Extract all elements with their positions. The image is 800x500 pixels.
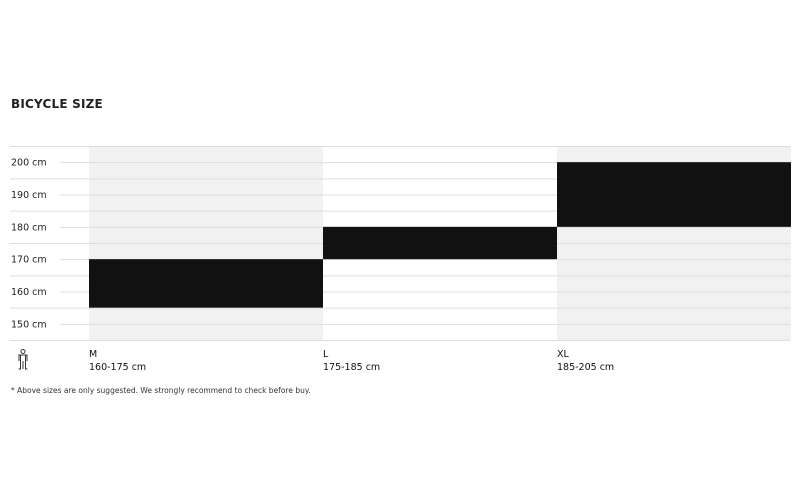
y-tick-label: 150 cm bbox=[11, 319, 47, 330]
size-bar-m bbox=[89, 259, 323, 308]
chart-title: BICYCLE SIZE bbox=[11, 97, 103, 111]
y-tick-label: 180 cm bbox=[11, 222, 47, 233]
size-name: M bbox=[89, 349, 98, 360]
size-label-xl: XL 185-205 cm bbox=[557, 348, 614, 374]
y-tick-label: 170 cm bbox=[11, 255, 47, 266]
person-height-icon bbox=[18, 349, 28, 370]
size-range: 160-175 cm bbox=[89, 362, 147, 373]
size-name: XL bbox=[557, 349, 569, 360]
size-bar-l bbox=[323, 226, 557, 260]
size-name: L bbox=[323, 349, 329, 360]
size-range: 175-185 cm bbox=[323, 362, 381, 373]
y-tick-label: 160 cm bbox=[11, 287, 47, 298]
size-bar-xl bbox=[557, 162, 791, 227]
disclaimer-note: * Above sizes are only suggested. We str… bbox=[11, 386, 311, 395]
size-range: 185-205 cm bbox=[557, 362, 615, 373]
size-label-m: M 160-175 cm bbox=[89, 348, 146, 374]
y-tick-label: 200 cm bbox=[11, 158, 47, 169]
y-tick-label: 190 cm bbox=[11, 190, 47, 201]
size-label-l: L 175-185 cm bbox=[323, 348, 380, 374]
